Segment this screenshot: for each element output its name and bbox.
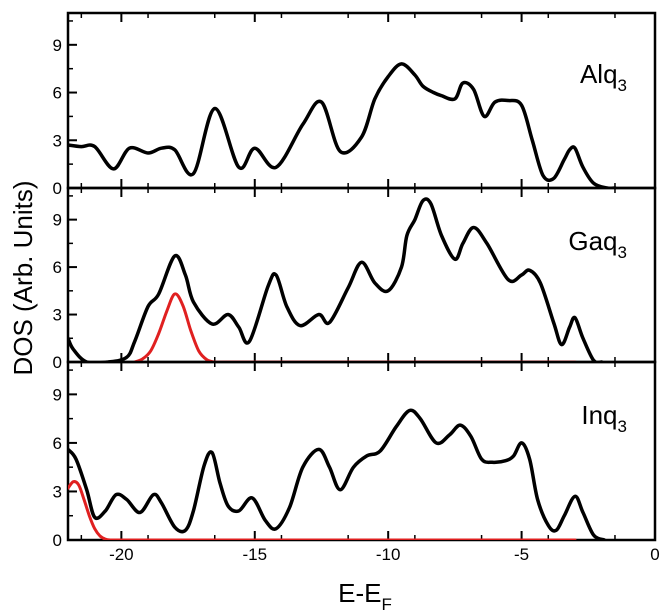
y-tick-label: 0 [53, 531, 62, 550]
y-tick-label: 0 [53, 353, 62, 372]
y-tick-label: 9 [53, 211, 62, 230]
y-tick-label: 6 [53, 84, 62, 103]
y-axis-label: DOS (Arb. Units) [8, 180, 38, 375]
x-tick-label: -15 [242, 545, 267, 564]
series-line-projected [133, 292, 577, 362]
x-tick-label: -10 [376, 545, 401, 564]
y-tick-label: 3 [53, 306, 62, 325]
x-tick-label: 0 [650, 545, 659, 564]
y-tick-label: 6 [53, 434, 62, 453]
panel-frame-0 [66, 11, 657, 190]
y-tick-label: 3 [53, 131, 62, 150]
y-tick-label: 9 [53, 385, 62, 404]
y-tick-label: 0 [53, 179, 62, 198]
panel-label-main: Inq [581, 400, 617, 430]
panel-label-subscript: 3 [618, 243, 627, 262]
x-axis-label-main: E-E [338, 578, 381, 608]
panel-label: Gaq3 [568, 226, 627, 262]
panel-label-subscript: 3 [618, 76, 627, 95]
panel-label: Alq3 [580, 59, 627, 95]
panel-label-main: Alq [580, 59, 618, 89]
y-tick-label: 9 [53, 36, 62, 55]
x-axis-label-subscript: F [381, 595, 391, 614]
x-tick-label: -20 [109, 545, 134, 564]
panel-label: Inq3 [581, 400, 627, 436]
y-tick-label: 6 [53, 258, 62, 277]
x-axis-label: E-EF [338, 578, 392, 614]
x-tick-label: -5 [514, 545, 529, 564]
series-line-total [68, 408, 607, 540]
panel-label-subscript: 3 [618, 417, 627, 436]
y-tick-label: 3 [53, 482, 62, 501]
panel-label-main: Gaq [568, 226, 617, 256]
series-line-total [68, 62, 617, 188]
series-line-total [68, 197, 604, 362]
series-line-projected [68, 480, 577, 540]
